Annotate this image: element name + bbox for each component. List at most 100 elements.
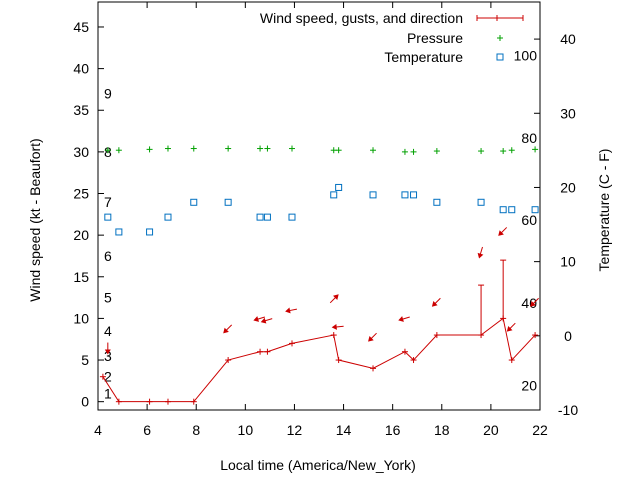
wind-speed-point [190,398,197,405]
wind-direction-arrow [530,297,539,307]
wind-speed-point [288,340,295,347]
legend-label: Temperature [384,49,463,65]
wind-direction-arrow [398,316,410,322]
temperature-point [288,213,296,221]
temperature-point [499,206,507,214]
wind-speed-point [370,365,377,372]
y2-axis-label: Temperature (C - F) [596,149,612,272]
fahrenheit-label: 20 [521,378,537,394]
pressure-point [164,145,171,152]
wind-direction-arrow [104,342,111,355]
wind-direction-arrow [223,324,233,334]
pressure-point [410,148,417,155]
y-tick-label: 10 [73,310,89,326]
temperature-point [369,191,377,199]
legend-label: Wind speed, gusts, and direction [260,10,463,26]
pressure-point [532,146,539,153]
temperature-point [335,183,343,191]
y2-tick-label: 30 [560,105,576,121]
gust-bar [478,284,485,336]
legend-label: Pressure [407,30,463,46]
temperature-point [401,191,409,199]
wind-speed-point [115,398,122,405]
pressure-point [288,145,295,152]
fahrenheit-label: 40 [521,295,537,311]
wind-direction-arrow [506,322,516,332]
legend-wind-sample [476,15,524,21]
wind-direction-arrow [253,316,265,322]
gust-bar [500,259,507,319]
temperature-point [330,191,338,199]
temperature-point [256,213,264,221]
series-layer [99,145,539,405]
pressure-point [335,147,342,154]
pressure-point [225,145,232,152]
y-tick-label: 0 [81,394,89,410]
x-tick-label: 12 [287,422,303,438]
beaufort-label: 7 [104,194,112,210]
y-tick-label: 35 [73,102,89,118]
x-tick-label: 22 [532,422,548,438]
wind-direction-arrow [329,294,339,304]
x-tick-label: 10 [238,422,254,438]
fahrenheit-label: 60 [521,212,537,228]
temperature-point [433,198,441,206]
plot-frame [97,1,541,411]
y2-tick-label: 0 [564,328,572,344]
pressure-point [257,145,264,152]
wind-direction-arrow [260,317,273,324]
y-tick-label: 20 [73,227,89,243]
wind-direction-arrow [498,227,508,236]
wind-speed-point [257,348,264,355]
x-tick-label: 16 [385,422,401,438]
wind-speed-point [532,332,539,339]
pressure-point [190,145,197,152]
beaufort-label: 1 [104,385,112,401]
wind-speed-point [225,357,232,364]
temperature-point [190,198,198,206]
wind-speed-line [102,317,536,403]
y-tick-label: 15 [73,269,89,285]
beaufort-label: 5 [104,290,112,306]
x-tick-label: 20 [483,422,499,438]
temperature-point [115,228,123,236]
y2-tick-label: 40 [560,31,576,47]
fahrenheit-label: 100 [514,47,538,63]
wind-speed-point [146,398,153,405]
temperature-point [263,213,271,221]
x-tick-label: 14 [336,422,352,438]
scale-labels: 12345678920406080100 [104,47,537,401]
temperature-point [477,198,485,206]
pressure-point [264,145,271,152]
x-tick-label: 18 [434,422,450,438]
axis-ticks: 4 6 8 10 12 14 16 18 20 22051015202530354045-1001… [73,2,578,438]
pressure-point [115,147,122,154]
x-tick-label: 8 [192,422,200,438]
y-tick-label: 30 [73,144,89,160]
pressure-point [508,147,515,154]
wind-speed-point [99,373,106,380]
pressure-point [401,148,408,155]
wind-speed-point [410,357,417,364]
legend: Wind speed, gusts, and direction Pressure… [260,10,524,65]
pressure-point [433,148,440,155]
x-tick-label: 4 [94,422,102,438]
wind-speed-point [264,348,271,355]
y-tick-label: 40 [73,61,89,77]
temperature-point [531,206,539,214]
wind-direction-arrow [285,307,297,314]
y-tick-label: 25 [73,186,89,202]
wind-speed-point [335,357,342,364]
temperature-point [508,206,516,214]
legend-temperature-sample [496,53,504,61]
y2-tick-label: -10 [558,402,578,418]
y-tick-label: 45 [73,19,89,35]
beaufort-label: 4 [104,323,112,339]
pressure-point [104,147,111,154]
legend-pressure-sample [497,35,503,41]
y2-tick-label: 10 [560,254,576,270]
plot-border [97,1,541,411]
wind-speed-point [508,357,515,364]
temperature-point [164,213,172,221]
